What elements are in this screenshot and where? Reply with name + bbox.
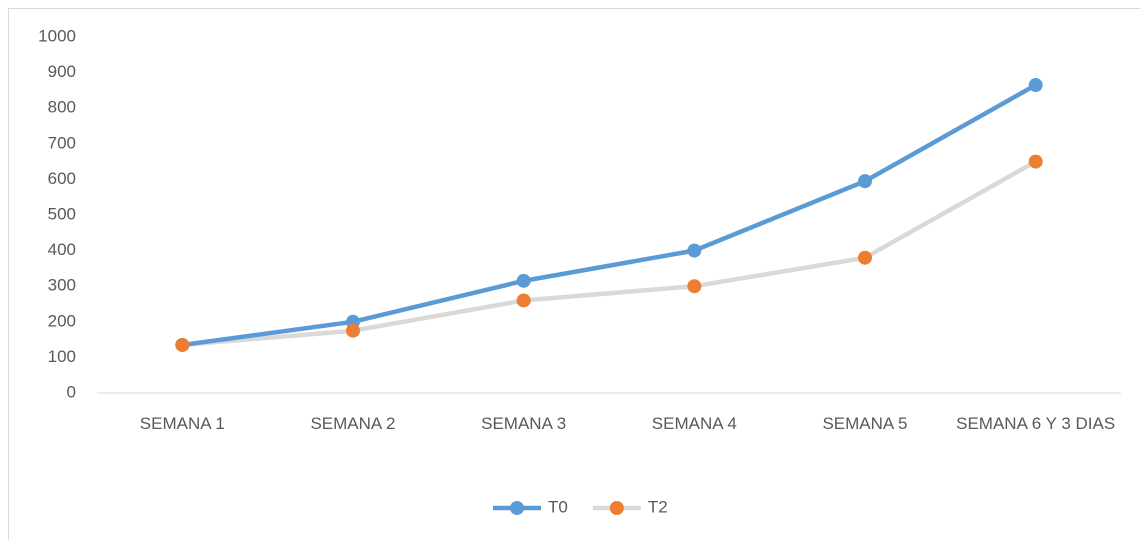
data-point: [516, 273, 531, 288]
data-point: [346, 323, 360, 338]
legend-label: T0: [548, 497, 568, 516]
x-tick-label: SEMANA 3: [481, 414, 567, 433]
data-point: [687, 279, 702, 294]
x-tick-label: SEMANA 2: [310, 414, 396, 433]
chart-frame: [8, 8, 1140, 540]
y-tick-label: 300: [48, 276, 76, 295]
y-tick-label: 400: [48, 240, 76, 259]
x-tick-label: SEMANA 4: [651, 414, 737, 433]
series-line: [180, 159, 1038, 348]
data-point: [1028, 154, 1043, 169]
y-tick-label: 700: [48, 133, 76, 152]
x-tick-label: SEMANA 6 Y 3 DIAS: [956, 414, 1116, 433]
y-tick-label: 900: [48, 62, 76, 81]
y-tick-label: 600: [48, 169, 76, 188]
y-tick-label: 0: [67, 382, 76, 401]
data-point: [516, 293, 531, 308]
y-tick-label: 800: [48, 98, 76, 117]
legend-marker: [609, 501, 624, 515]
x-tick-label: SEMANA 1: [139, 414, 225, 433]
y-tick-label: 1000: [38, 26, 76, 45]
y-tick-label: 500: [48, 204, 76, 223]
data-point: [687, 243, 702, 258]
legend-marker: [510, 501, 524, 515]
data-point: [858, 250, 872, 265]
x-tick-label: SEMANA 5: [822, 414, 908, 433]
legend-label: T2: [648, 497, 668, 516]
data-point: [858, 174, 872, 189]
series-line: [180, 82, 1038, 348]
y-tick-label: 200: [48, 311, 76, 330]
y-tick-label: 100: [48, 347, 76, 366]
data-point: [1028, 78, 1043, 93]
data-point: [175, 337, 190, 352]
